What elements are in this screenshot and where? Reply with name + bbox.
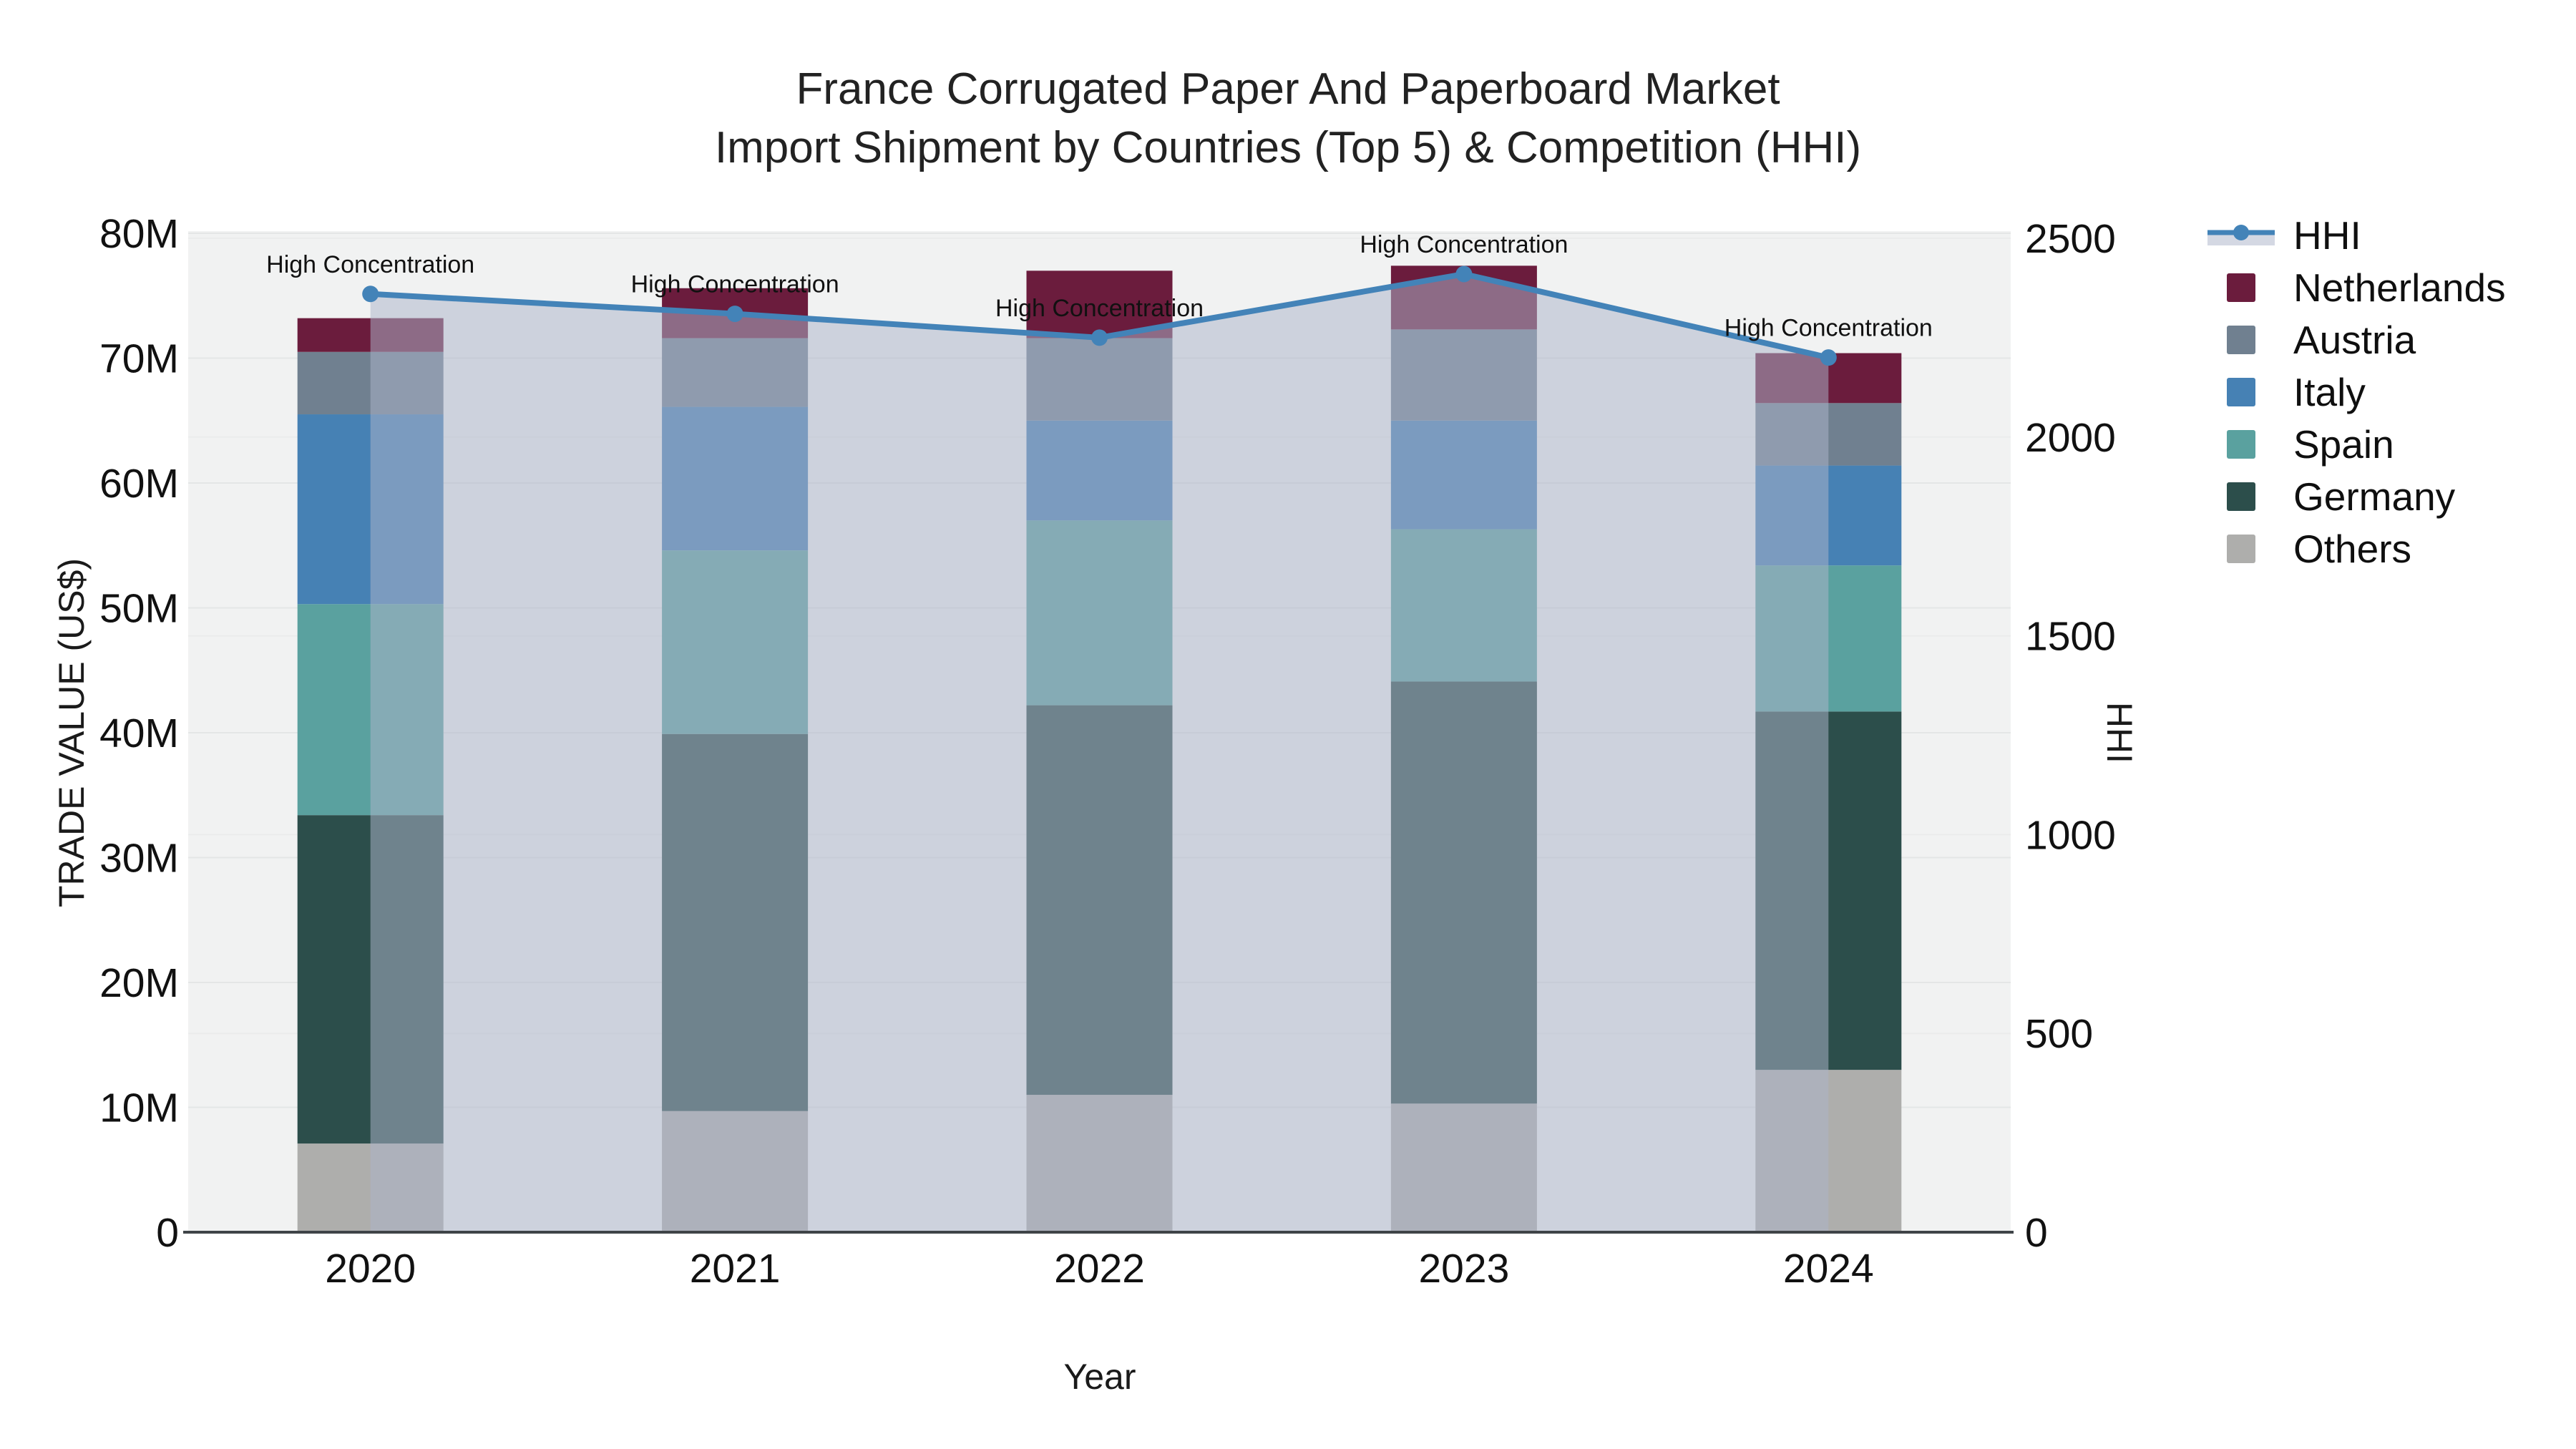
- annotation-high-concentration: High Concentration: [1724, 315, 1933, 342]
- legend-item-hhi[interactable]: HHI: [2207, 213, 2506, 258]
- hhi-line-swatch-icon: [2207, 216, 2275, 254]
- legend-label: Netherlands: [2293, 265, 2506, 310]
- right-axis-tick: 2500: [2025, 216, 2116, 262]
- color-swatch-icon: [2207, 373, 2275, 411]
- chart-title: France Corrugated Paper And Paperboard M…: [796, 64, 1780, 114]
- color-swatch-icon: [2207, 268, 2275, 306]
- hhi-marker-2023[interactable]: [1455, 265, 1473, 283]
- right-axis-tick: 1000: [2025, 812, 2116, 858]
- legend-label: Austria: [2293, 317, 2416, 362]
- legend-label: Spain: [2293, 421, 2394, 467]
- left-axis-tick: 10M: [99, 1085, 179, 1131]
- x-axis-tick-2022: 2022: [1054, 1246, 1145, 1292]
- legend-item-germany[interactable]: Germany: [2207, 474, 2506, 519]
- annotation-high-concentration: High Concentration: [1360, 231, 1568, 258]
- left-axis-tick: 0: [156, 1210, 179, 1256]
- chart-title-block: France Corrugated Paper And Paperboard M…: [0, 60, 2576, 177]
- left-axis-tick: 80M: [99, 211, 179, 257]
- x-axis-tick-2020: 2020: [325, 1246, 416, 1292]
- legend-label: Italy: [2293, 369, 2366, 414]
- annotation-high-concentration: High Concentration: [266, 251, 474, 278]
- hhi-area-fill: [370, 274, 1829, 1232]
- hhi-marker-2022[interactable]: [1091, 329, 1108, 346]
- legend-label: Others: [2293, 526, 2412, 571]
- color-swatch-icon: [2207, 321, 2275, 358]
- left-axis-tick: 70M: [99, 336, 179, 382]
- legend-item-others[interactable]: Others: [2207, 527, 2506, 571]
- color-swatch-icon: [2207, 425, 2275, 463]
- legend: HHI Netherlands Austria Italy Spain Germany Ot…: [2207, 213, 2506, 582]
- hhi-marker-2020[interactable]: [362, 286, 379, 303]
- right-axis-tick: 1500: [2025, 614, 2116, 660]
- left-axis-tick: 30M: [99, 836, 179, 882]
- legend-item-netherlands[interactable]: Netherlands: [2207, 265, 2506, 310]
- hhi-marker-2021[interactable]: [726, 306, 743, 323]
- left-axis-tick: 60M: [99, 461, 179, 507]
- color-swatch-icon: [2207, 477, 2275, 515]
- right-axis-title: HHI: [2099, 701, 2140, 764]
- color-swatch-icon: [2207, 530, 2275, 567]
- x-axis-tick-2024: 2024: [1783, 1246, 1874, 1292]
- annotation-high-concentration: High Concentration: [995, 295, 1204, 322]
- legend-label: HHI: [2293, 213, 2361, 258]
- x-axis-tick-2021: 2021: [690, 1246, 781, 1292]
- hhi-marker-2024[interactable]: [1820, 349, 1837, 366]
- right-axis-tick: 2000: [2025, 415, 2116, 461]
- x-axis-title: Year: [1063, 1357, 1136, 1397]
- legend-item-austria[interactable]: Austria: [2207, 318, 2506, 362]
- chart-subtitle: Import Shipment by Countries (Top 5) & C…: [714, 123, 1862, 172]
- x-axis-tick-2023: 2023: [1418, 1246, 1509, 1292]
- legend-item-italy[interactable]: Italy: [2207, 370, 2506, 414]
- right-axis-tick: 0: [2025, 1210, 2048, 1256]
- legend-item-spain[interactable]: Spain: [2207, 422, 2506, 467]
- left-axis-title: TRADE VALUE (US$): [52, 557, 92, 908]
- annotation-high-concentration: High Concentration: [631, 271, 839, 298]
- right-axis-tick: 500: [2025, 1011, 2093, 1057]
- left-axis-tick: 40M: [99, 711, 179, 756]
- left-axis-tick: 20M: [99, 960, 179, 1006]
- legend-label: Germany: [2293, 474, 2456, 519]
- left-axis-tick: 50M: [99, 586, 179, 632]
